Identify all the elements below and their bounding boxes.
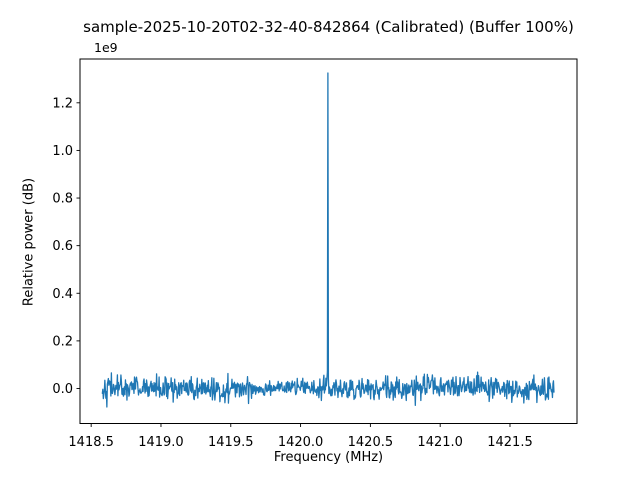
- y-tick-label: 0.6: [52, 239, 73, 254]
- chart-title: sample-2025-10-20T02-32-40-842864 (Calib…: [83, 18, 574, 36]
- x-tick-label: 1420.5: [348, 435, 394, 450]
- y-tick-label: 1.0: [52, 144, 73, 159]
- x-tick-label: 1418.5: [68, 435, 114, 450]
- axes-spines: [79, 58, 578, 424]
- x-axis-label: Frequency (MHz): [273, 450, 384, 465]
- x-tick-label: 1419.5: [208, 435, 254, 450]
- x-tick-label: 1420.0: [278, 435, 324, 450]
- spectrum-trace: [101, 72, 555, 408]
- y-axis-offset-text: 1e9: [94, 40, 118, 55]
- x-tick-label: 1421.0: [417, 435, 463, 450]
- x-tick-label: 1419.0: [138, 435, 184, 450]
- x-tick-label: 1421.5: [487, 435, 533, 450]
- y-tick-label: 1.2: [52, 96, 73, 111]
- y-tick-label: 0.2: [52, 334, 73, 349]
- y-tick-label: 0.8: [52, 192, 73, 207]
- y-tick-label: 0.0: [52, 382, 73, 397]
- y-tick-label: 0.4: [52, 287, 73, 302]
